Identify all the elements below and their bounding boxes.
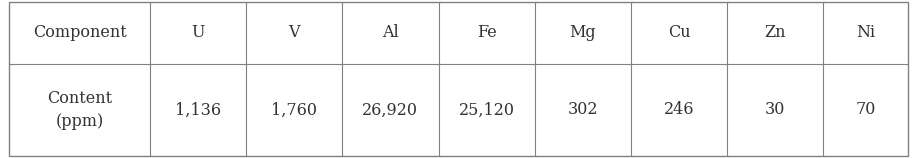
Text: Zn: Zn bbox=[765, 24, 786, 41]
Text: 70: 70 bbox=[856, 101, 876, 118]
Text: Component: Component bbox=[33, 24, 127, 41]
Text: 302: 302 bbox=[568, 101, 598, 118]
Text: V: V bbox=[289, 24, 300, 41]
Text: 30: 30 bbox=[765, 101, 786, 118]
Text: 1,760: 1,760 bbox=[271, 101, 317, 118]
Text: 1,136: 1,136 bbox=[175, 101, 221, 118]
Text: Mg: Mg bbox=[569, 24, 596, 41]
Text: 246: 246 bbox=[664, 101, 694, 118]
Text: Al: Al bbox=[382, 24, 399, 41]
Text: Cu: Cu bbox=[668, 24, 691, 41]
Text: 25,120: 25,120 bbox=[458, 101, 514, 118]
Text: 26,920: 26,920 bbox=[362, 101, 418, 118]
Text: U: U bbox=[192, 24, 204, 41]
Text: Content
(ppm): Content (ppm) bbox=[47, 90, 112, 130]
Text: Ni: Ni bbox=[856, 24, 875, 41]
Text: Fe: Fe bbox=[477, 24, 496, 41]
